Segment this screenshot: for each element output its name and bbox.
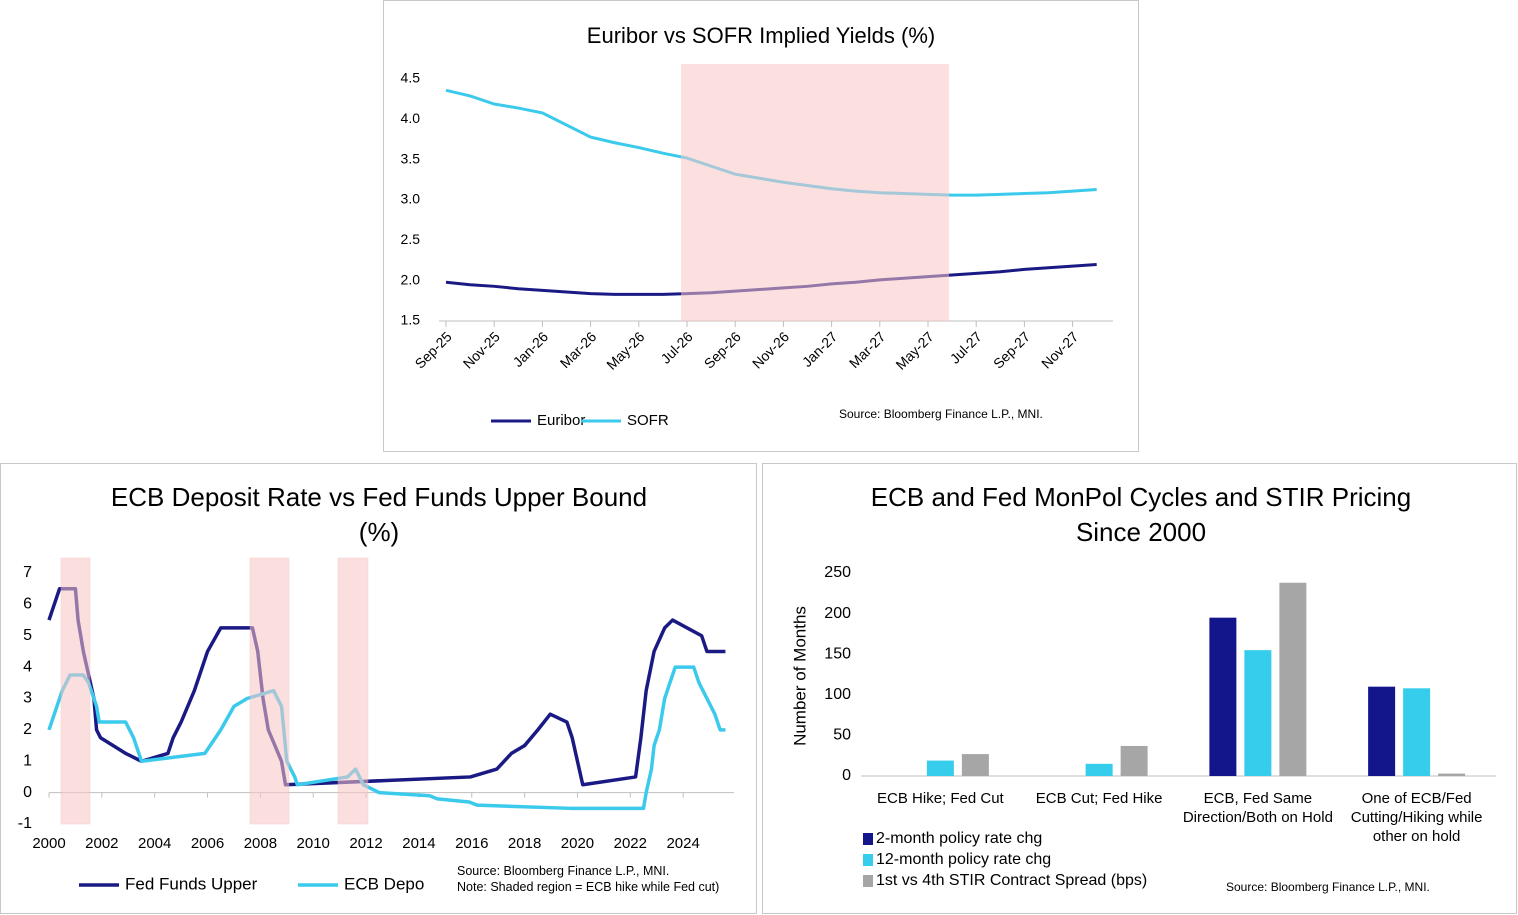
bar: [1209, 617, 1237, 776]
y-tick-label: 0: [842, 767, 851, 784]
x-tick-label: 2000: [32, 835, 65, 852]
x-tick-label: 2004: [138, 835, 171, 852]
x-tick-label: One of ECB/Fed Cutting/Hiking while othe…: [1350, 790, 1483, 845]
y-tick-label: 3.5: [401, 150, 421, 166]
x-tick-label: Sep-26: [701, 328, 744, 371]
x-tick-label: 2020: [561, 835, 594, 852]
panel-yields: 1.5 2.0 2.5 3.0 3.5 4.0 4.5 Sep-25 Nov-25 Jan-26 M…: [383, 0, 1139, 452]
bar: [1279, 582, 1307, 776]
x-tick-label: 2012: [349, 835, 382, 852]
y-tick-label: 4.5: [401, 70, 421, 86]
bar: [961, 754, 989, 776]
bar: [1403, 688, 1431, 776]
y-tick-label: 2.5: [401, 231, 421, 247]
y-tick-label: 4: [23, 658, 32, 675]
y-tick-label: 7: [23, 564, 32, 581]
x-tick-label: 2010: [297, 835, 330, 852]
legend-label: 2-month policy rate chg: [876, 830, 1042, 847]
bar: [1120, 745, 1148, 776]
chart: -1 0 1 2 3 4 5 6 7 2000 2002 2004 2006 2008 2010 2012 20…: [18, 557, 734, 893]
x-tick-label: Mar-27: [846, 328, 889, 371]
y-tick-label: 250: [824, 564, 851, 581]
shaded-region: [337, 557, 369, 825]
y-tick-label: 4.0: [401, 110, 421, 126]
y-tick-label: 2: [23, 721, 32, 738]
y-tick-label: 5: [23, 627, 32, 644]
x-tick-label: 2008: [244, 835, 277, 852]
y-tick-label: 50: [833, 727, 851, 744]
x-tick-label: 2006: [191, 835, 224, 852]
x-tick-label: 2014: [402, 835, 435, 852]
legend-swatch: [863, 875, 873, 887]
x-tick-label: ECB, Fed Same Direction/Both on Hold: [1182, 790, 1333, 826]
bar: [1368, 686, 1396, 776]
x-tick-label: Nov-27: [1038, 328, 1081, 371]
x-tick-label: Jul-27: [947, 328, 985, 366]
chart-title: Euribor vs SOFR Implied Yields (%): [586, 23, 936, 48]
y-tick-label: 3: [23, 690, 32, 707]
legend-label: 1st vs 4th STIR Contract Spread (bps): [876, 872, 1147, 889]
series-line: [47, 586, 726, 787]
x-tick-label: Nov-25: [460, 328, 503, 371]
bar: [1438, 773, 1466, 776]
x-tick-label: ECB Cut; Fed Hike: [1035, 790, 1163, 807]
x-tick-label: 2022: [614, 835, 647, 852]
shaded-region: [681, 64, 949, 321]
x-tick-label: Sep-27: [990, 328, 1033, 371]
shaded-region: [249, 557, 290, 825]
x-tick-label: ECB Hike; Fed Cut: [877, 790, 1004, 807]
x-tick-label: Mar-26: [557, 328, 600, 371]
shaded-region: [60, 557, 91, 825]
y-tick-label: 200: [824, 605, 851, 622]
y-axis-label: Number of Months: [790, 606, 809, 746]
x-tick-label: 2002: [85, 835, 118, 852]
legend-label: ECB Depo: [344, 874, 424, 893]
chart-title: ECB Deposit Rate vs Fed Funds Upper Boun…: [110, 482, 648, 547]
bar: [926, 760, 954, 776]
x-tick-label: Sep-25: [411, 328, 454, 371]
x-tick-label: Jan-27: [799, 328, 841, 370]
x-tick-label: 2018: [508, 835, 541, 852]
x-tick-label: 2016: [455, 835, 488, 852]
panel-cycles: Number of Months 0 50 100 150 200 250 2-month p…: [762, 463, 1517, 914]
y-tick-label: 150: [824, 645, 851, 662]
y-tick-label: 6: [23, 596, 32, 613]
y-tick-label: 1: [23, 752, 32, 769]
source-note: Source: Bloomberg Finance L.P., MNI.: [457, 864, 670, 878]
y-tick-label: 3.0: [401, 191, 421, 207]
legend-label: Fed Funds Upper: [125, 874, 258, 893]
series-line: [47, 665, 726, 811]
x-tick-label: Jul-26: [657, 328, 695, 366]
x-tick-label: Nov-26: [749, 328, 792, 371]
bar: [1244, 650, 1272, 776]
legend-label: SOFR: [627, 412, 669, 429]
y-tick-label: 1.5: [401, 312, 421, 328]
chart: Number of Months 0 50 100 150 200 250 2-month p…: [790, 564, 1496, 894]
x-tick-label: May-26: [603, 328, 647, 372]
source-note: Source: Bloomberg Finance L.P., MNI.: [1226, 880, 1430, 894]
y-tick-label: -1: [18, 815, 32, 832]
bar: [1085, 763, 1113, 776]
y-tick-label: 2.0: [401, 271, 421, 287]
legend-swatch: [863, 854, 873, 866]
x-tick-label: May-27: [892, 328, 936, 372]
legend-label: Euribor: [537, 412, 585, 429]
y-tick-label: 0: [23, 784, 32, 801]
shading-note: Note: Shaded region = ECB hike while Fed…: [457, 880, 720, 894]
legend-swatch: [863, 833, 873, 845]
chart-title: ECB and Fed MonPol Cycles and STIR Prici…: [870, 482, 1412, 547]
legend-label: 12-month policy rate chg: [876, 851, 1051, 868]
y-tick-label: 100: [824, 686, 851, 703]
source-note: Source: Bloomberg Finance L.P., MNI.: [839, 407, 1043, 421]
x-tick-label: 2024: [666, 835, 699, 852]
panel-policy-rates: -1 0 1 2 3 4 5 6 7 2000 2002 2004 2006 2008 2010 2012 20…: [0, 463, 757, 914]
x-tick-label: Jan-26: [510, 328, 552, 370]
